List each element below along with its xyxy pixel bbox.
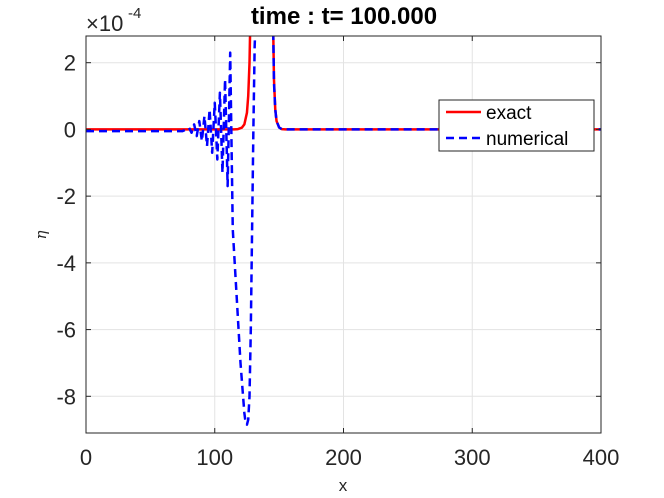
y-tick-label: 2 bbox=[64, 51, 76, 76]
legend-label-numerical: numerical bbox=[486, 129, 568, 150]
x-tick-label: 300 bbox=[454, 445, 491, 470]
x-tick-label: 0 bbox=[80, 445, 92, 470]
chart-title: time : t= 100.000 bbox=[251, 3, 437, 30]
y-tick-labels: 2 0 -2 -4 -6 -8 bbox=[56, 51, 76, 410]
y-axis-label: η bbox=[32, 231, 50, 240]
legend-label-exact: exact bbox=[486, 103, 532, 124]
x-tick-label: 100 bbox=[196, 445, 233, 470]
y-multiplier-exponent: -4 bbox=[128, 5, 141, 22]
y-tick-label: 0 bbox=[64, 117, 76, 142]
y-tick-label: -8 bbox=[56, 384, 76, 409]
y-tick-label: -2 bbox=[56, 184, 76, 209]
legend-box bbox=[438, 99, 595, 152]
series-layer bbox=[86, 36, 601, 426]
x-tick-label: 400 bbox=[583, 445, 620, 470]
series-line-numerical bbox=[86, 36, 601, 426]
x-axis-label: x bbox=[339, 476, 348, 495]
axis-ticks bbox=[85, 36, 602, 433]
x-tick-labels: 0 100 200 300 400 bbox=[80, 445, 619, 470]
x-tick-label: 200 bbox=[325, 445, 362, 470]
y-multiplier-base: ×10 bbox=[86, 11, 123, 36]
y-tick-label: -4 bbox=[56, 251, 76, 276]
legend: exact numerical bbox=[438, 99, 595, 152]
y-tick-label: -6 bbox=[56, 318, 76, 343]
